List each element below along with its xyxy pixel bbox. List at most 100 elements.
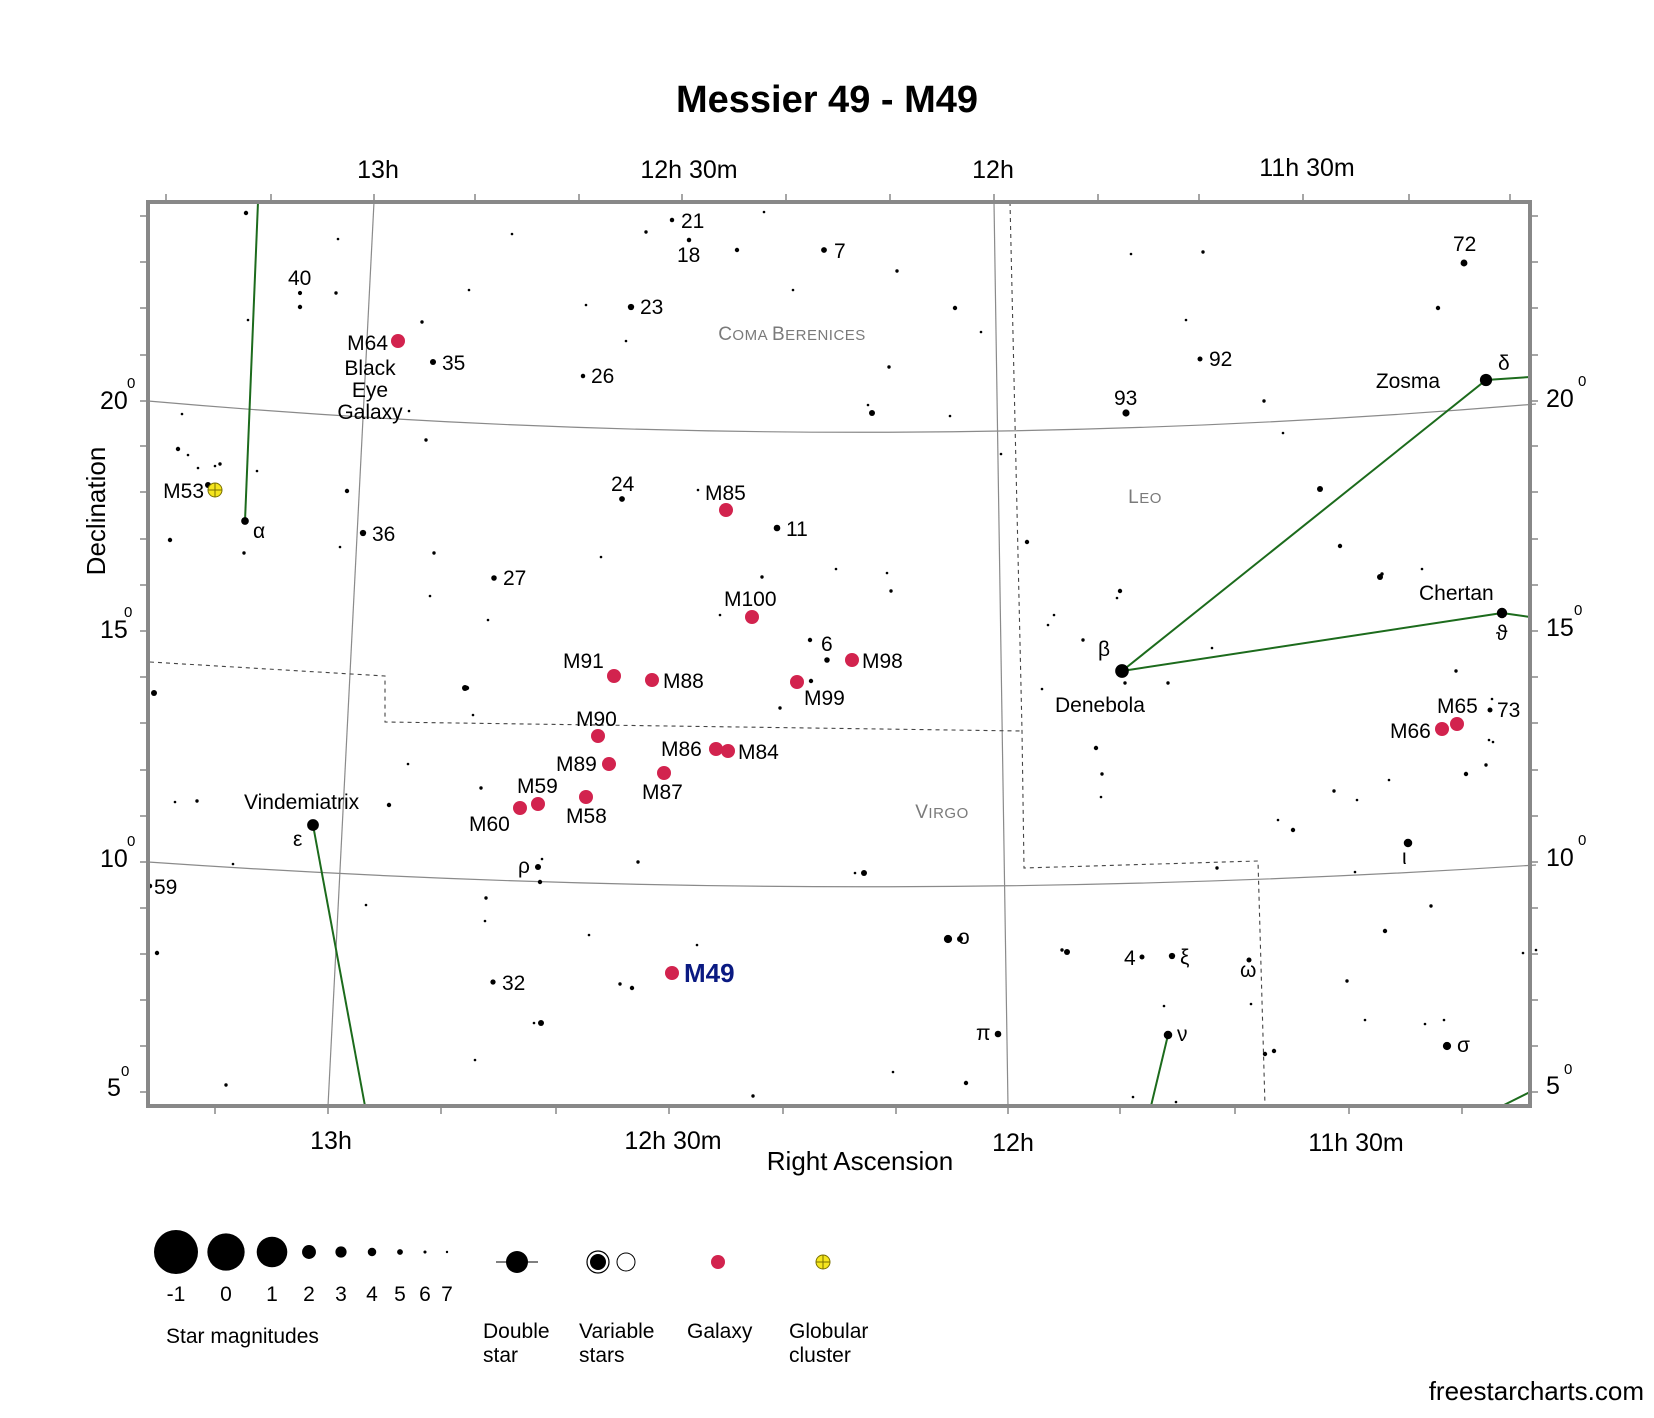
field-star xyxy=(537,879,543,885)
field-star xyxy=(999,452,1003,456)
object-label: M65 xyxy=(1437,695,1478,718)
field-star xyxy=(618,982,622,986)
legend-magnitude-label: 1 xyxy=(266,1283,278,1306)
field-star xyxy=(1271,1048,1277,1054)
field-star xyxy=(636,860,640,864)
field-star xyxy=(1210,646,1214,650)
field-star xyxy=(1534,948,1538,952)
object-label: M89 xyxy=(556,753,597,776)
field-star xyxy=(532,1021,536,1025)
star-dot xyxy=(1487,707,1493,713)
field-star xyxy=(538,1020,544,1026)
ra-label-top-11h30m: 11h 30m xyxy=(1259,154,1354,182)
star-dot xyxy=(1168,952,1176,960)
field-star xyxy=(428,594,432,598)
object-extra-label: Galaxy xyxy=(337,401,403,424)
field-star xyxy=(1487,738,1491,742)
legend-variable-inner xyxy=(590,1254,606,1270)
star-label: σ xyxy=(1457,1034,1470,1057)
constellation-leo: LEO xyxy=(1128,487,1162,508)
star-label: 93 xyxy=(1114,387,1137,410)
star-dot xyxy=(1163,1030,1173,1040)
field-star xyxy=(167,537,173,543)
field-star xyxy=(483,919,487,923)
dec-deg-left-10: 0 xyxy=(127,833,135,850)
legend-globular-label-1: Globular xyxy=(789,1320,868,1343)
legend-magnitude-label: -1 xyxy=(167,1283,186,1306)
star-label: 26 xyxy=(591,365,614,388)
field-star xyxy=(1387,778,1391,782)
object-label: M58 xyxy=(566,805,607,828)
legend-magnitude-dot xyxy=(154,1230,198,1274)
coma-rest2: ERENICES xyxy=(785,327,866,344)
dec-deg-right-20: 0 xyxy=(1578,373,1586,390)
field-star xyxy=(1442,1018,1446,1022)
ra-labels-bottom: 13h 12h 30m 12h 11h 30m xyxy=(310,1127,1404,1157)
field-star xyxy=(1423,1022,1427,1026)
constellation-virgo: VIRGO xyxy=(915,802,969,823)
field-star xyxy=(231,862,235,866)
field-star xyxy=(869,410,875,416)
line-nu xyxy=(1150,1034,1169,1107)
field-star xyxy=(853,871,857,875)
star-dot xyxy=(1479,373,1493,387)
object-label: M66 xyxy=(1390,720,1431,743)
field-star xyxy=(1131,1095,1135,1099)
field-star xyxy=(1290,827,1296,833)
field-star xyxy=(218,462,222,466)
line-sw-corner xyxy=(1501,1091,1531,1107)
leo-rest: EO xyxy=(1139,490,1162,507)
field-star xyxy=(695,943,699,947)
constellation-boundaries xyxy=(149,201,1266,1107)
star-label: 11 xyxy=(786,518,808,541)
legend-magnitude-label: 6 xyxy=(419,1283,431,1306)
galaxy-marker xyxy=(657,766,671,780)
star-dot xyxy=(1496,607,1508,619)
coma-b: B xyxy=(772,324,785,345)
line-denebola-chertan xyxy=(1121,612,1503,672)
star-label: β xyxy=(1098,638,1110,661)
ra-line-13h xyxy=(327,201,375,1107)
coma-c1: C xyxy=(718,324,732,345)
star-label: ι xyxy=(1402,846,1407,869)
star-dot xyxy=(994,1030,1002,1038)
field-star xyxy=(587,933,591,937)
legend-magnitude-dot xyxy=(256,1236,288,1268)
star-dot xyxy=(491,575,497,581)
object-label: M60 xyxy=(469,813,510,836)
star-label: 32 xyxy=(502,972,525,995)
field-star xyxy=(462,685,468,691)
line-alpha-com xyxy=(244,201,259,522)
star-dot xyxy=(1246,957,1252,963)
field-star xyxy=(644,230,648,234)
object-label: M86 xyxy=(661,738,702,761)
star-label: 18 xyxy=(677,244,700,267)
dec-deg-right-15: 0 xyxy=(1574,602,1582,619)
legend-globular-label-2: cluster xyxy=(789,1344,851,1367)
field-star xyxy=(180,412,184,416)
star-label: 23 xyxy=(640,296,663,319)
legend-magnitude-labels: -1 0 1 2 3 4 5 6 7 xyxy=(167,1283,453,1306)
field-star xyxy=(891,1070,895,1074)
legend-variable-label-2: stars xyxy=(579,1344,625,1367)
field-star xyxy=(696,488,700,492)
dec-line-20 xyxy=(147,400,1537,433)
field-star xyxy=(751,1094,755,1098)
galaxy-marker xyxy=(591,729,605,743)
field-star xyxy=(1363,1018,1367,1022)
field-star xyxy=(467,288,471,292)
field-star xyxy=(213,464,217,468)
constellation-names: COMA BERENICES LEO VIRGO xyxy=(718,324,1162,823)
dec-labels-right: 20 0 15 0 10 0 5 0 xyxy=(1546,373,1586,1100)
field-star xyxy=(424,438,428,442)
star-dot xyxy=(1460,259,1468,267)
object-extra-label: Black xyxy=(344,357,396,380)
grid-lines xyxy=(147,201,1537,1107)
star-label: 7 xyxy=(834,240,846,263)
galaxy-marker xyxy=(531,797,545,811)
star-dot xyxy=(821,247,827,253)
star-label: π xyxy=(976,1022,991,1045)
galaxy-marker xyxy=(665,966,679,980)
star-label: Zosma xyxy=(1376,370,1441,393)
